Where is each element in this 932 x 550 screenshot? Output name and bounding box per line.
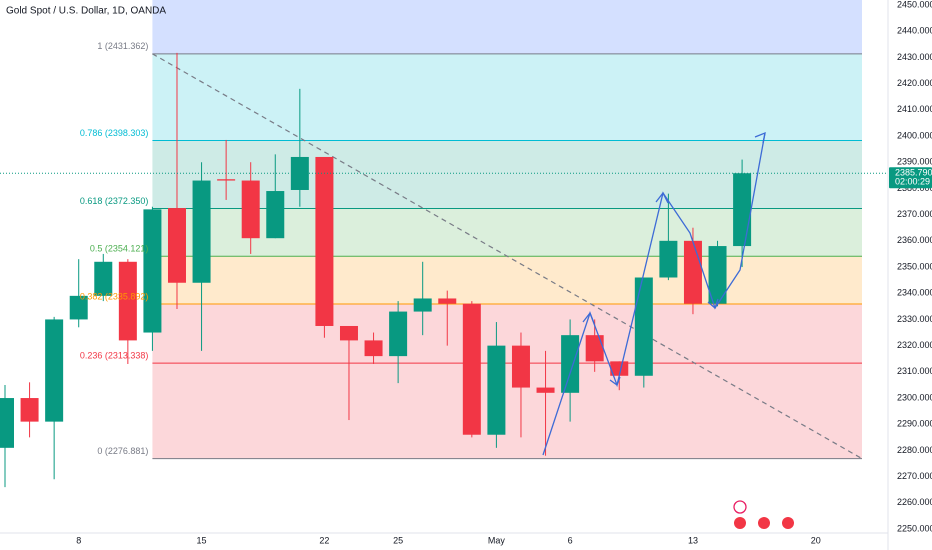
candle-body: [143, 209, 162, 333]
y-tick-label: 2300.000: [897, 392, 932, 402]
y-tick-label: 2320.000: [897, 340, 932, 350]
fib-extension-band: [152, 0, 863, 54]
x-tick-label: 15: [197, 535, 207, 545]
candle-body: [487, 345, 506, 435]
y-tick-label: 2430.000: [897, 52, 932, 62]
event-icon[interactable]: [734, 517, 746, 529]
fib-level-label: 0.786 (2398.303): [80, 128, 149, 138]
y-tick-label: 2420.000: [897, 78, 932, 88]
fib-trend-line: [152, 53, 863, 460]
projection-path: [542, 132, 766, 456]
candle-body: [364, 340, 383, 357]
x-tick-label: 8: [76, 535, 81, 545]
y-tick-label: 2340.000: [897, 288, 932, 298]
candle-body: [266, 191, 285, 239]
candle-body: [167, 208, 186, 283]
y-tick-label: 2440.000: [897, 26, 932, 36]
y-tick-label: 2280.000: [897, 445, 932, 455]
candle-body: [585, 335, 604, 362]
y-tick-label: 2330.000: [897, 314, 932, 324]
event-icon[interactable]: [782, 517, 794, 529]
last-price-box: [889, 167, 932, 189]
candle-body: [118, 261, 137, 341]
y-tick-label: 2310.000: [897, 366, 932, 376]
candle-body: [94, 261, 113, 296]
y-tick-label: 2390.000: [897, 157, 932, 167]
candle-body: [389, 311, 408, 357]
chart-title: Gold Spot / U.S. Dollar, 1D, OANDA: [6, 6, 166, 17]
candle-body: [708, 246, 727, 304]
last-price-label: 2385.790: [895, 168, 932, 178]
x-tick-label: 20: [811, 535, 821, 545]
y-tick-label: 2400.000: [897, 130, 932, 140]
fib-band: [152, 363, 863, 459]
fib-level-label: 1 (2431.362): [97, 41, 148, 51]
fib-level-label: 0.5 (2354.121): [90, 244, 149, 254]
fib-band: [152, 303, 863, 364]
y-tick-label: 2270.000: [897, 471, 932, 481]
candle-body: [0, 398, 14, 448]
candle-body: [45, 319, 64, 422]
candle-body: [536, 387, 555, 393]
candle-body: [438, 298, 457, 304]
x-tick-label: 22: [319, 535, 329, 545]
candle-body: [659, 240, 678, 278]
fib-band: [152, 256, 863, 304]
fib-level-label: 0 (2276.881): [97, 446, 148, 456]
y-tick-label: 2370.000: [897, 209, 932, 219]
fib-band: [152, 53, 863, 141]
x-tick-label: 6: [568, 535, 573, 545]
y-tick-label: 2360.000: [897, 235, 932, 245]
candle-body: [69, 295, 88, 320]
y-tick-label: 2410.000: [897, 104, 932, 114]
candle-body: [462, 303, 481, 435]
candle-body: [413, 298, 432, 312]
candle-body: [290, 156, 309, 190]
fib-level-label: 0.236 (2313.338): [80, 350, 149, 360]
projection-arrowheads: [582, 131, 766, 387]
y-tick-label: 2290.000: [897, 419, 932, 429]
candle-body: [315, 156, 334, 326]
fib-level-label: 0.618 (2372.350): [80, 196, 149, 206]
candle-body: [634, 277, 653, 376]
candle-body: [511, 345, 530, 388]
event-icon[interactable]: [758, 517, 770, 529]
candle-body: [20, 398, 39, 422]
candle-body: [683, 240, 702, 304]
candle-body: [610, 361, 629, 376]
y-tick-label: 2350.000: [897, 261, 932, 271]
candle-body: [561, 335, 580, 393]
x-tick-label: May: [488, 535, 506, 545]
y-tick-label: 2260.000: [897, 497, 932, 507]
candle-body: [339, 325, 358, 341]
x-tick-label: 25: [393, 535, 403, 545]
countdown-label: 02:00:29: [895, 177, 930, 187]
x-tick-label: 13: [688, 535, 698, 545]
candle-body: [217, 179, 236, 181]
event-icon[interactable]: [733, 500, 747, 514]
fib-level-label: 0.382 (2335.892): [80, 291, 149, 301]
candle-body: [192, 180, 211, 283]
candle-body: [733, 173, 752, 247]
y-tick-label: 2450.000: [897, 0, 932, 9]
y-tick-label: 2250.000: [897, 523, 932, 533]
candle-body: [241, 180, 260, 239]
